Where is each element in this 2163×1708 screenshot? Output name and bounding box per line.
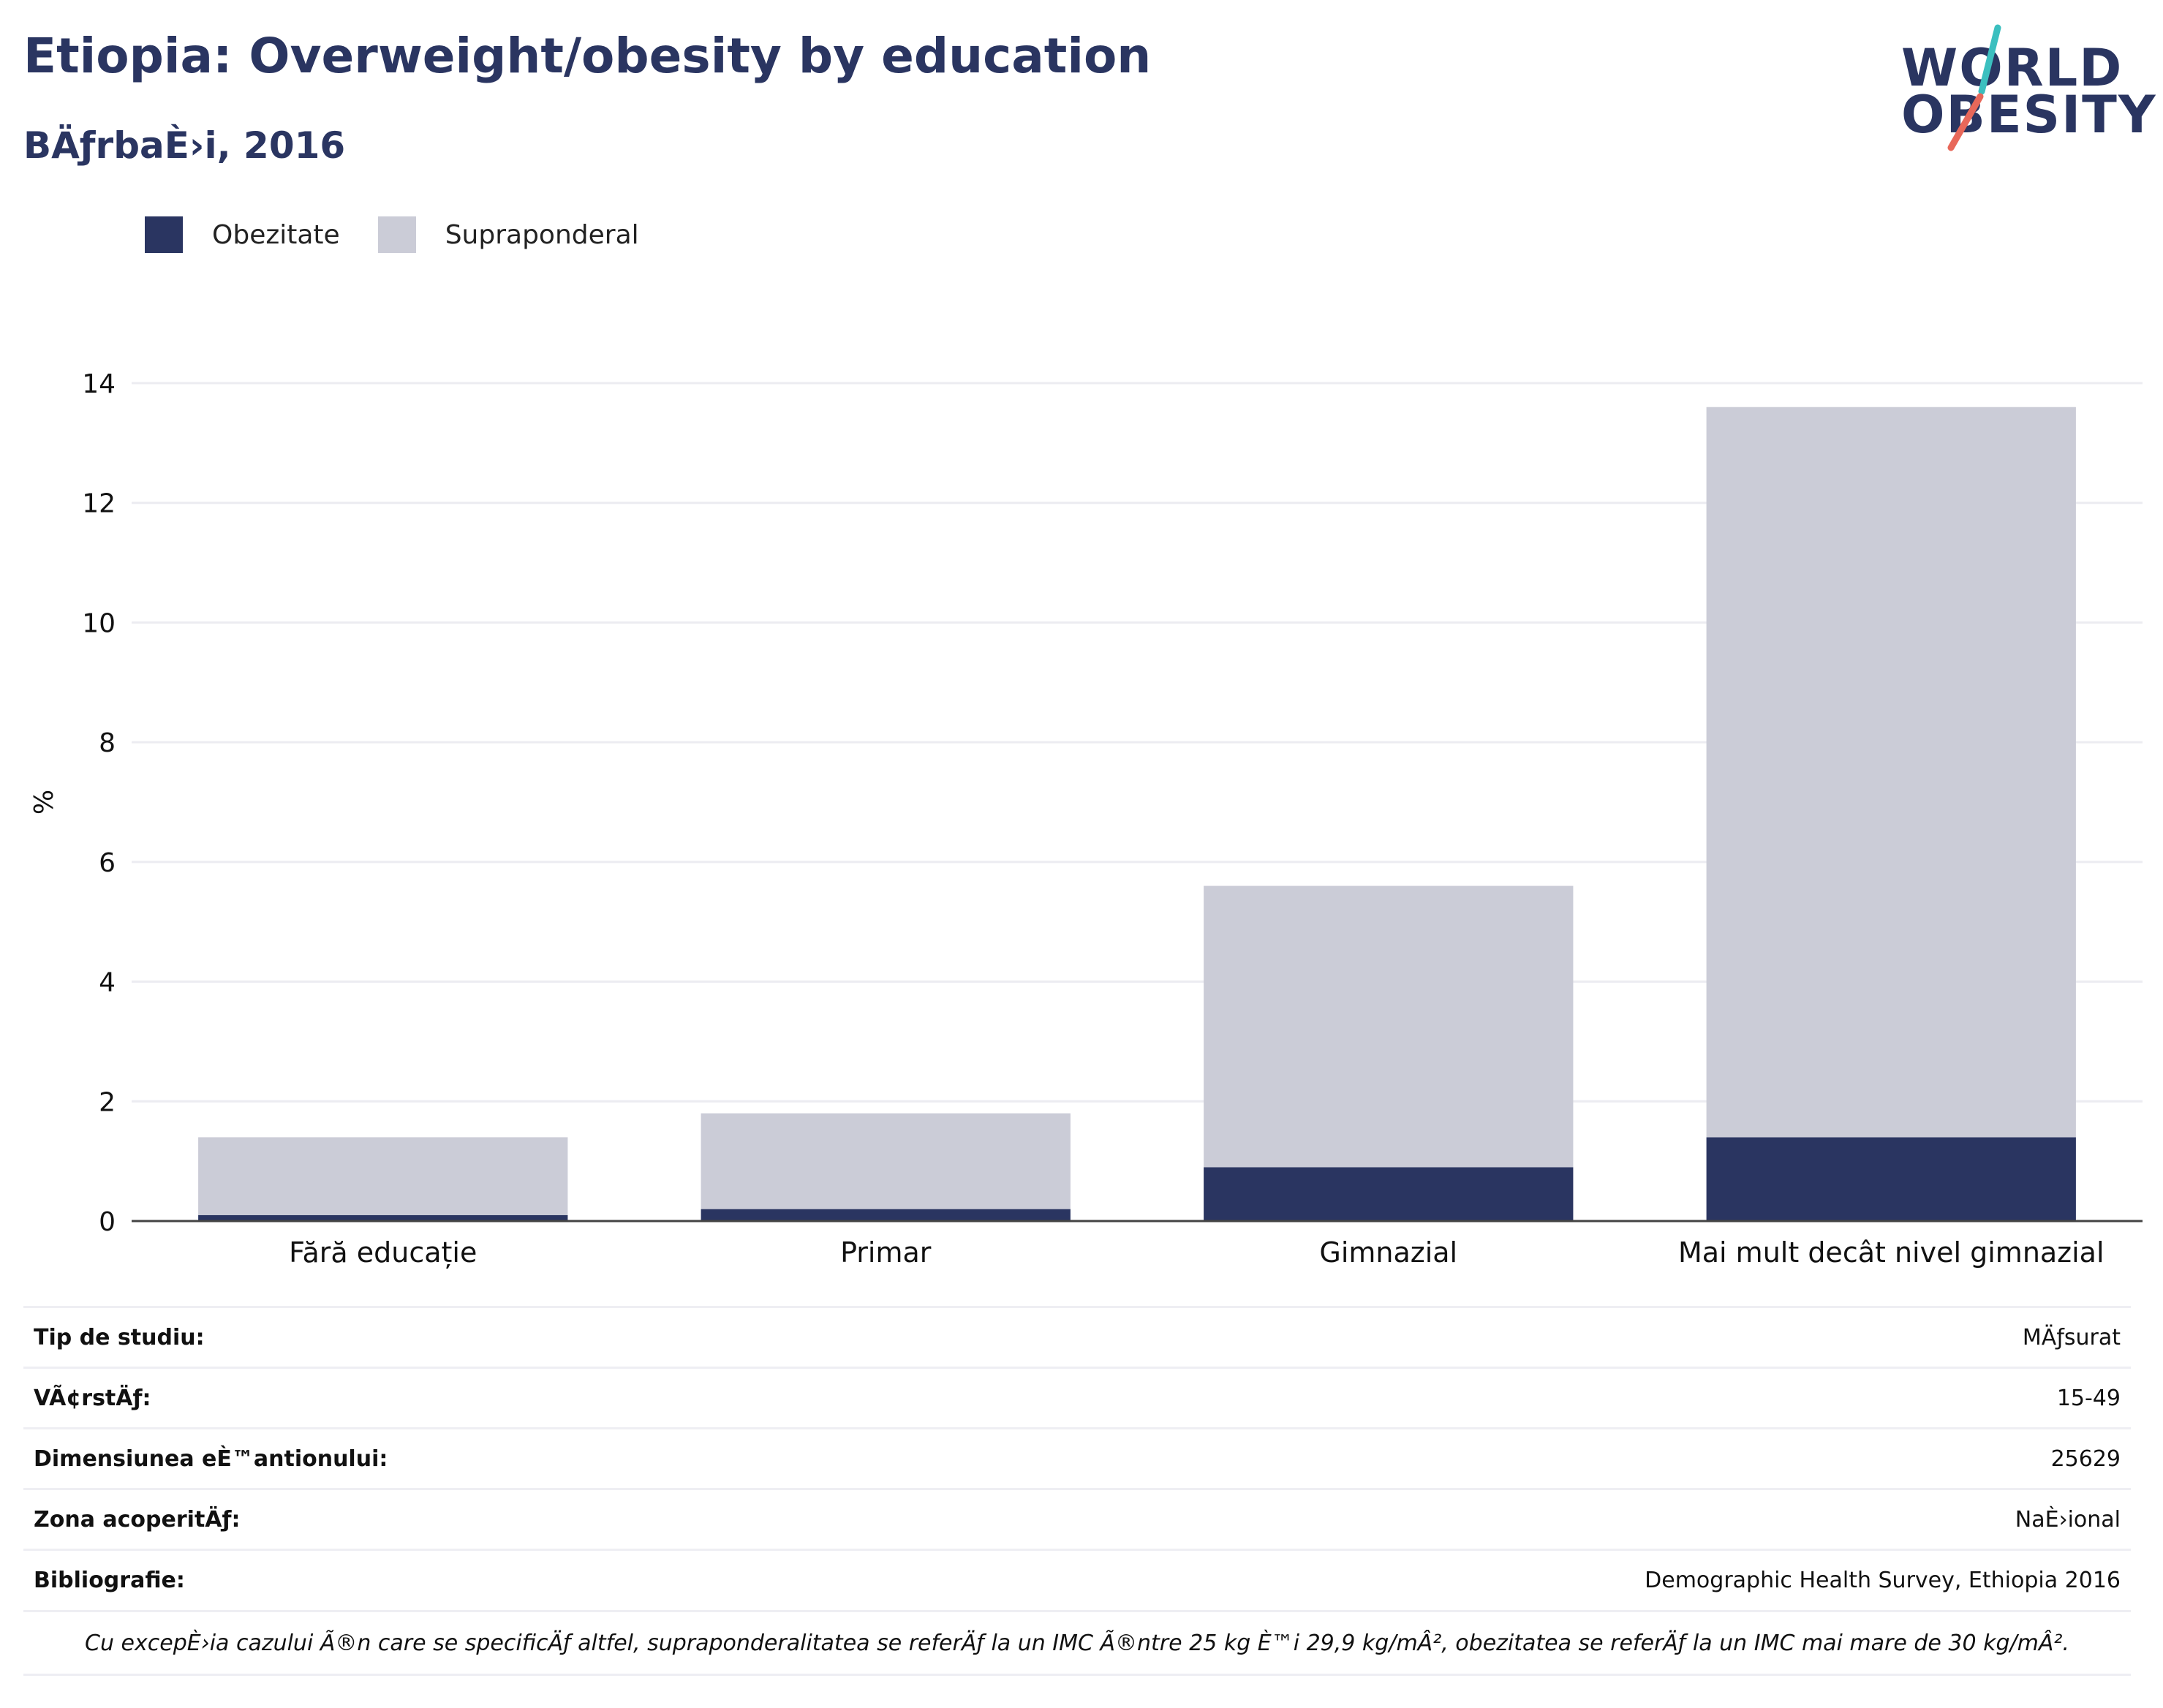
info-key: Dimensiunea eÈ™antionului: xyxy=(23,1427,930,1489)
legend-item-obesity: Obezitate xyxy=(145,216,340,253)
table-row: Zona acoperitÄƒ: NaÈ›ional xyxy=(23,1488,2131,1550)
bar-overweight xyxy=(198,1137,568,1215)
legend-label-overweight: Supraponderal xyxy=(445,219,639,250)
table-row: VÃ¢rstÄƒ: 15-49 xyxy=(23,1367,2131,1429)
info-value: 15-49 xyxy=(929,1367,2131,1429)
bar-obesity xyxy=(198,1214,568,1221)
y-tick-label: 8 xyxy=(99,728,116,758)
footnote: Cu excepÈ›ia cazului Ã®n care se specifi… xyxy=(23,1610,2131,1676)
y-tick-label: 0 xyxy=(99,1207,116,1237)
legend-swatch-obesity xyxy=(145,216,183,253)
info-value: MÄƒsurat xyxy=(929,1306,2131,1368)
info-value: 25629 xyxy=(929,1427,2131,1489)
y-tick-label: 10 xyxy=(82,608,116,638)
x-tick-label: Mai mult decât nivel gimnazial xyxy=(1678,1236,2105,1269)
bar-obesity xyxy=(701,1209,1071,1221)
y-tick-label: 14 xyxy=(82,369,116,399)
table-row: Tip de studiu: MÄƒsurat xyxy=(23,1306,2131,1368)
legend: Obezitate Supraponderal xyxy=(145,216,677,253)
bar-overweight xyxy=(701,1113,1071,1209)
logo-slash-icon xyxy=(1947,24,2001,151)
bar-obesity xyxy=(1706,1137,2076,1221)
legend-item-overweight: Supraponderal xyxy=(377,216,639,253)
y-tick-label: 2 xyxy=(99,1087,116,1117)
info-key: Tip de studiu: xyxy=(23,1306,930,1368)
world-obesity-logo: WORLD OBESITY xyxy=(1901,22,2156,154)
survey-info-table: Tip de studiu: MÄƒsurat VÃ¢rstÄƒ: 15-49 … xyxy=(23,1306,2131,1609)
chart-subtitle: BÄƒrbaÈ›i, 2016 xyxy=(23,124,346,167)
bar-obesity xyxy=(1204,1167,1574,1221)
legend-swatch-overweight xyxy=(377,216,416,253)
y-tick-label: 4 xyxy=(99,968,116,998)
info-key: Bibliografie: xyxy=(23,1549,930,1609)
x-tick-label: Primar xyxy=(840,1236,932,1269)
y-tick-label: 12 xyxy=(82,489,116,519)
y-tick-label: 6 xyxy=(99,848,116,878)
table-row: Dimensiunea eÈ™antionului: 25629 xyxy=(23,1427,2131,1489)
info-key: VÃ¢rstÄƒ: xyxy=(23,1367,930,1429)
bar-chart: 0 2 4 6 8 10 12 14% Fără educație Primar Gimnazial… xyxy=(29,369,2143,1269)
bar-overweight xyxy=(1204,885,1574,1168)
legend-label-obesity: Obezitate xyxy=(212,219,340,250)
info-value: NaÈ›ional xyxy=(929,1488,2131,1550)
y-axis-label: % xyxy=(29,790,59,815)
table-row: Bibliografie: Demographic Health Survey,… xyxy=(23,1549,2131,1609)
info-value: Demographic Health Survey, Ethiopia 2016 xyxy=(929,1549,2131,1609)
info-key: Zona acoperitÄƒ: xyxy=(23,1488,930,1550)
x-tick-label: Fără educație xyxy=(289,1236,477,1269)
logo-text-world: WORLD xyxy=(1901,38,2124,98)
x-tick-label: Gimnazial xyxy=(1319,1236,1457,1269)
logo-text-obesity: OBESITY xyxy=(1901,85,2157,145)
chart-title: Etiopia: Overweight/obesity by education xyxy=(23,28,1152,84)
bar-overweight xyxy=(1706,407,2076,1138)
